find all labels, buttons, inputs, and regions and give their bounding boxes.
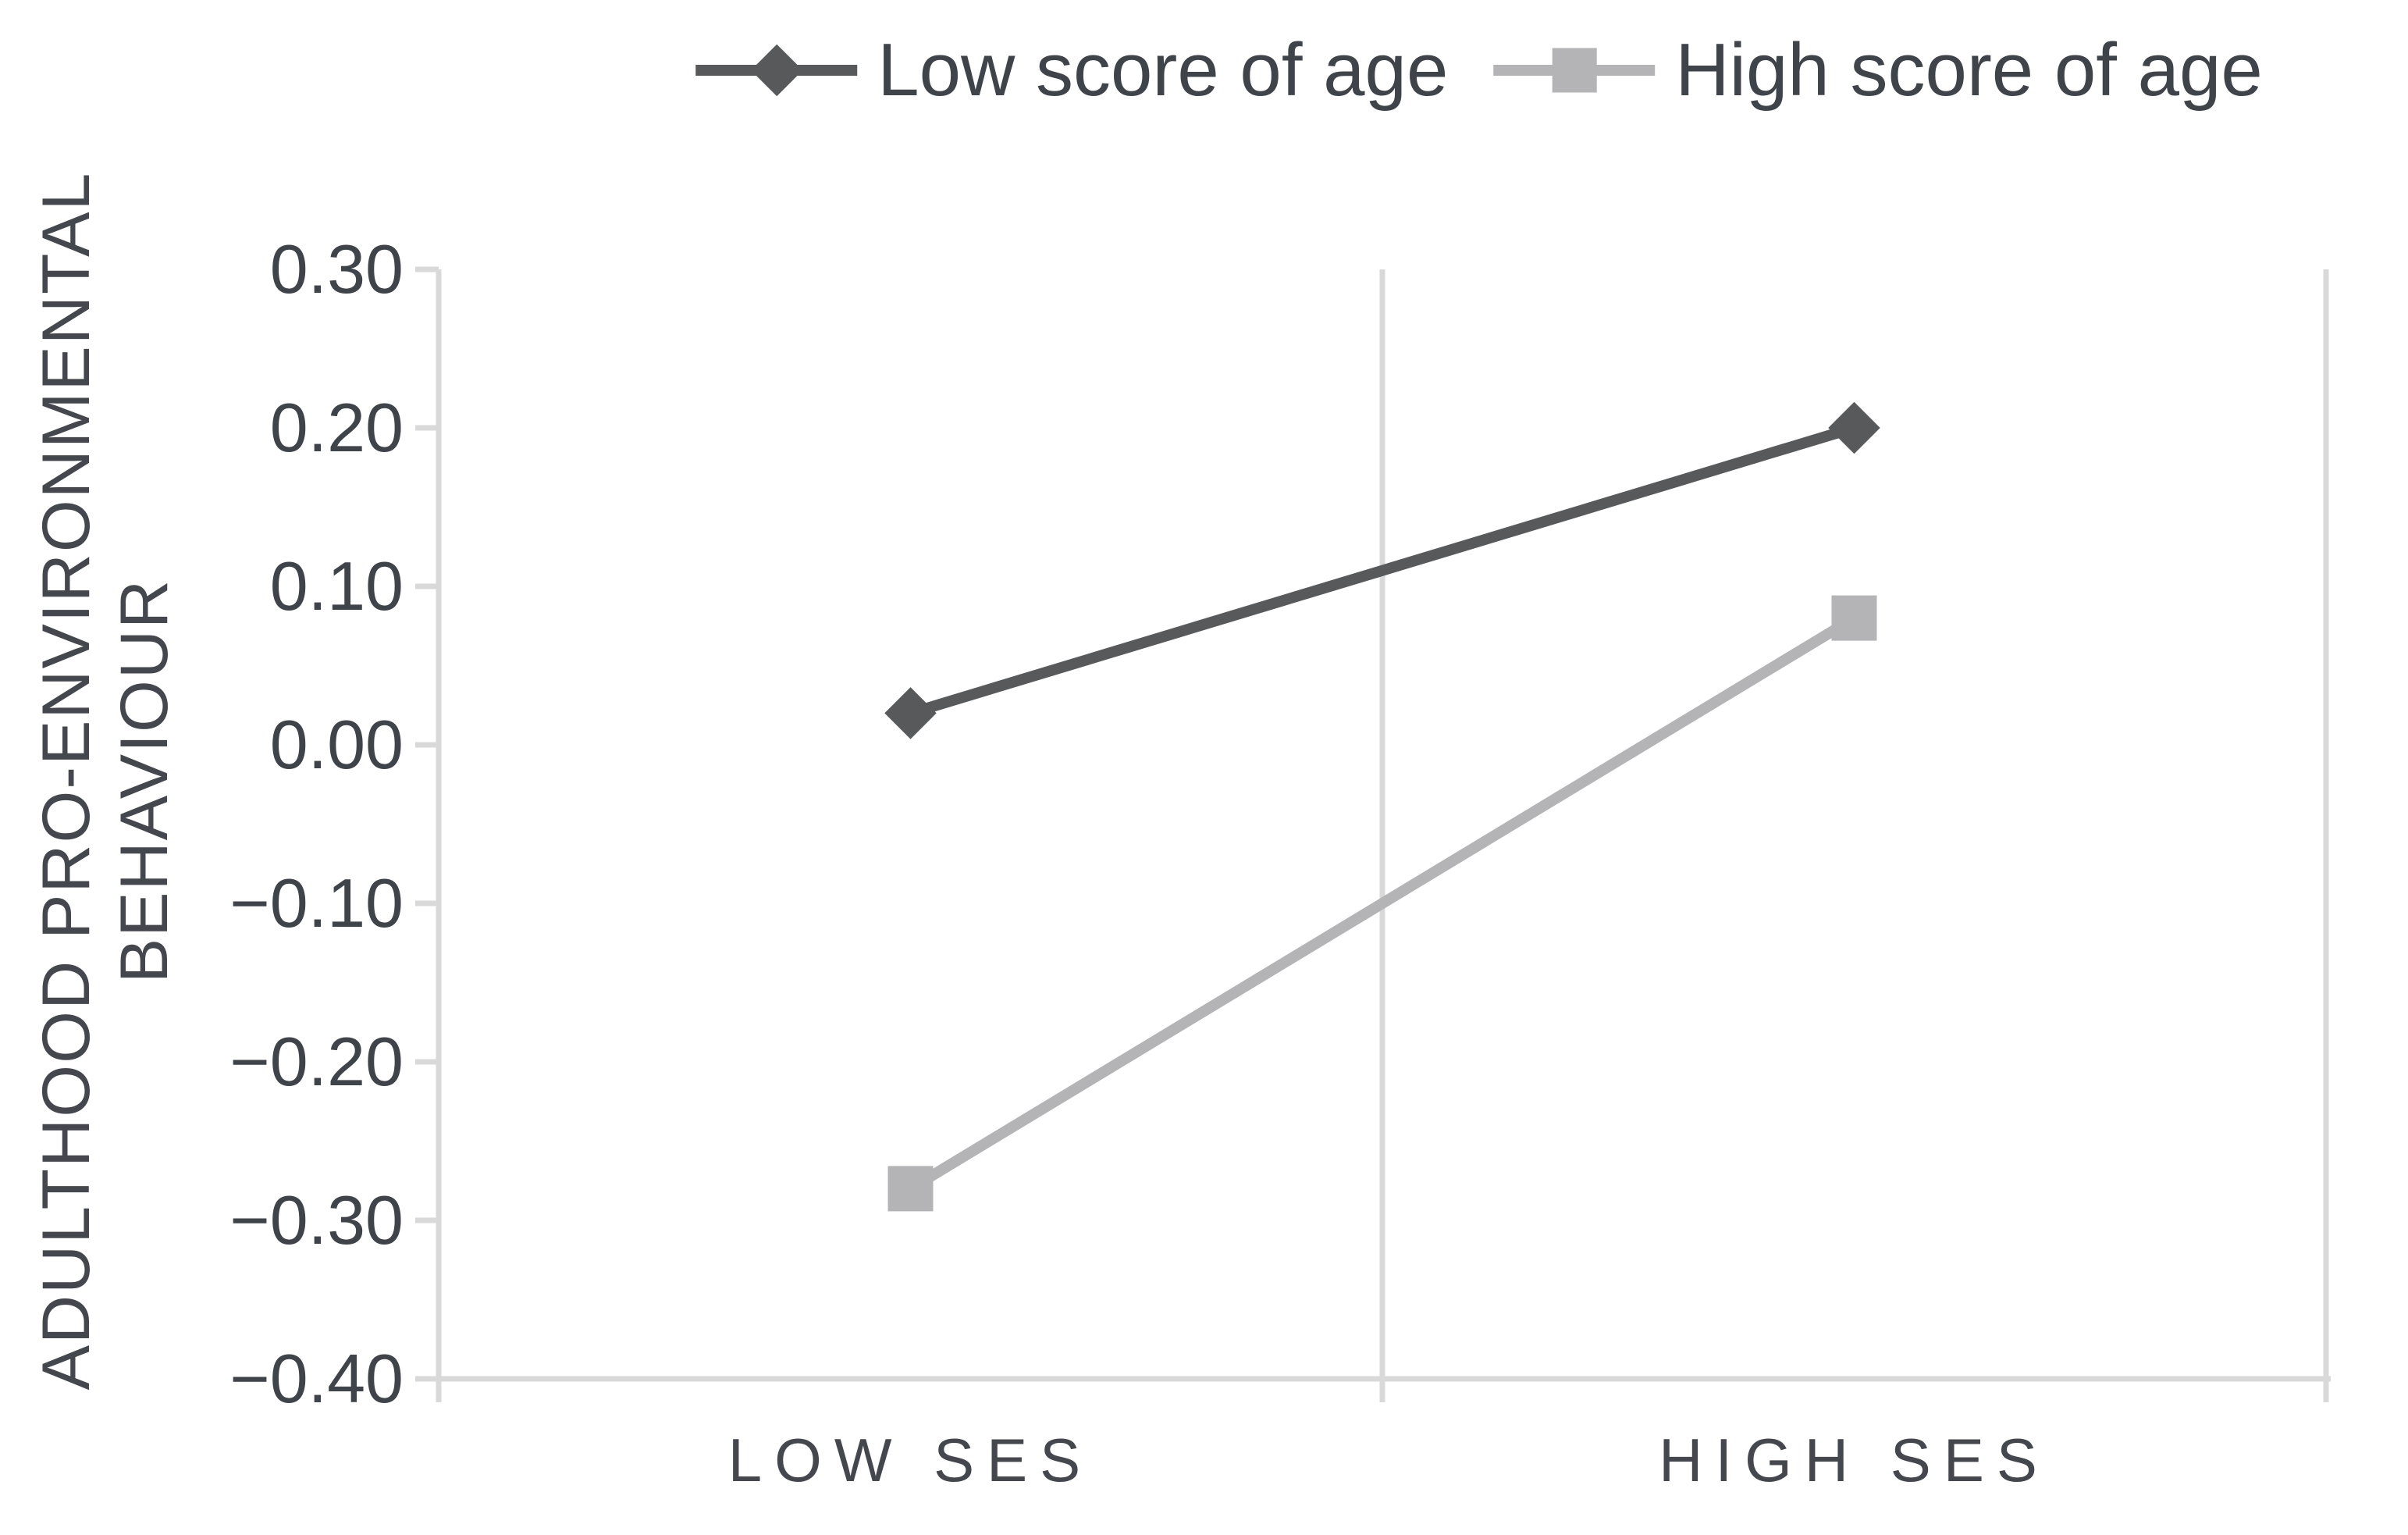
- y-tick-label: 0.20: [269, 389, 404, 466]
- legend-marker-square-icon: [1493, 35, 1656, 105]
- diamond-marker: [1828, 401, 1880, 454]
- series-line-square: [907, 613, 1858, 1194]
- legend-marker-diamond-icon: [695, 35, 858, 105]
- legend-item-high-score-of-age: High score of age: [1493, 27, 2263, 114]
- x-tick-label-high-ses: HIGH SES: [1659, 1426, 2050, 1494]
- diamond-marker: [884, 687, 937, 739]
- y-tick-label: 0.00: [269, 706, 404, 783]
- legend-item-low-score-of-age: Low score of age: [695, 27, 1448, 114]
- square-marker: [1831, 595, 1877, 641]
- chart-legend: Low score of age High score of age: [695, 27, 2263, 114]
- y-tick-label: −0.30: [229, 1181, 404, 1259]
- y-tick-label: 0.30: [269, 230, 404, 308]
- y-axis-title-line1: ADULTHOOD PRO-ENVIRONMENTAL: [29, 171, 104, 1391]
- legend-item-label: High score of age: [1675, 28, 2263, 112]
- series-line-diamond: [909, 422, 1856, 719]
- x-tick-label-low-ses: LOW SES: [727, 1426, 1094, 1494]
- legend-item-label: Low score of age: [877, 28, 1449, 112]
- diamond-icon: [750, 44, 802, 97]
- y-tick-label: −0.40: [229, 1340, 404, 1417]
- y-tick-label: 0.10: [269, 547, 404, 625]
- y-tick-label: −0.20: [229, 1023, 404, 1100]
- y-tick-label: −0.10: [229, 864, 404, 942]
- square-marker: [887, 1166, 934, 1212]
- square-icon: [1552, 48, 1597, 93]
